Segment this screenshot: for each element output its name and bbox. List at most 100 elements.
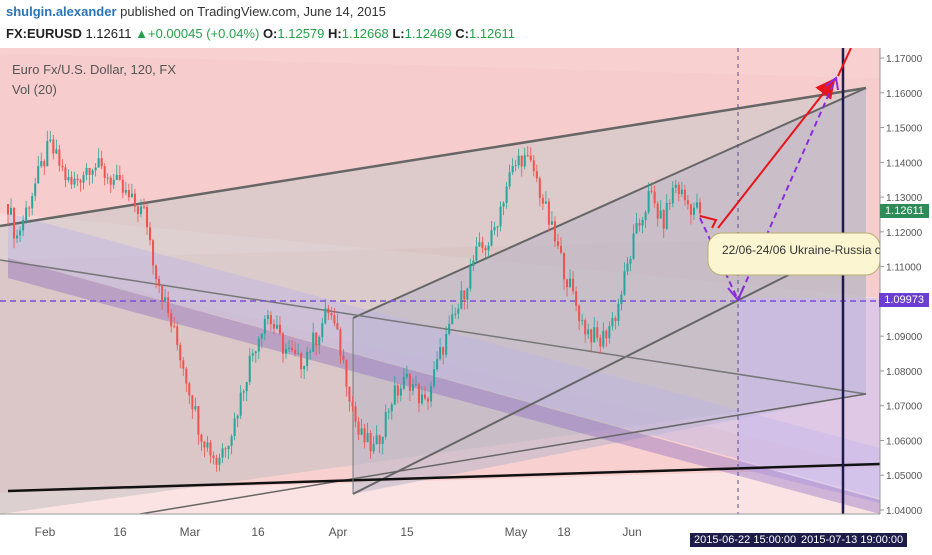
- time-tick-label: Jun: [622, 525, 641, 539]
- candle-body: [206, 442, 209, 448]
- time-tick-label: 15: [400, 525, 414, 539]
- candle-body: [109, 177, 112, 185]
- chart-area[interactable]: 22/06-24/06 Ukraine-Russia conf 1.17000 1…: [0, 47, 932, 550]
- candle-body: [623, 271, 626, 295]
- candle-body: [617, 303, 620, 321]
- candle-body: [106, 177, 109, 179]
- candle-body: [97, 158, 100, 168]
- candle-body: [563, 252, 566, 280]
- mid-trendline[interactable]: [0, 259, 867, 395]
- candle-body: [342, 355, 345, 360]
- candle-body: [52, 139, 55, 154]
- candle-body: [170, 313, 173, 327]
- candle-body: [142, 206, 145, 208]
- candle-body: [566, 279, 569, 288]
- close-label: C:: [455, 26, 469, 41]
- candle-body: [608, 326, 611, 339]
- candle-body: [541, 197, 544, 204]
- candle-body: [167, 297, 170, 314]
- candle-body: [632, 233, 635, 259]
- purple-projection-zone: [738, 298, 880, 503]
- candle-body: [64, 167, 67, 181]
- author-link[interactable]: shulgin.alexander: [6, 4, 117, 19]
- price-tick-label: 1.17000: [886, 54, 923, 65]
- chart-header: shulgin.alexander published on TradingVi…: [0, 0, 932, 48]
- candle-body: [73, 178, 76, 185]
- high-label: H:: [328, 26, 342, 41]
- candle-body: [689, 204, 692, 215]
- candle-body: [179, 344, 182, 361]
- candle-body: [257, 338, 260, 352]
- time-tick-label: Mar: [180, 525, 201, 539]
- candle-body: [321, 323, 324, 337]
- candle-body: [674, 184, 677, 188]
- candle-body: [611, 318, 614, 327]
- channel-bottom-line[interactable]: [352, 235, 867, 495]
- chart-canvas[interactable]: 22/06-24/06 Ukraine-Russia conf 1.17000 1…: [0, 47, 932, 550]
- price-tick-label: 1.15000: [886, 124, 923, 135]
- candle-body: [650, 190, 653, 192]
- date-badge-2: 2015-07-13 19:00:00: [797, 533, 908, 547]
- low-label: L:: [392, 26, 405, 41]
- candle-body: [152, 240, 155, 266]
- price-tick-label: 1.13000: [886, 193, 923, 204]
- candle-body: [680, 189, 683, 194]
- candle-body: [454, 313, 457, 315]
- candle-body: [659, 210, 662, 219]
- purple-dark-band: [8, 258, 880, 514]
- candle-body: [559, 245, 562, 253]
- candle-body: [88, 168, 91, 175]
- red-zigzag: [699, 215, 718, 229]
- volume-legend[interactable]: Vol (20): [12, 82, 57, 97]
- candle-body: [58, 149, 61, 166]
- candle-body: [10, 207, 13, 215]
- candle-body: [118, 174, 121, 180]
- candle-body: [529, 155, 532, 161]
- candle-body: [614, 318, 617, 321]
- open-value: 1.12579: [277, 26, 325, 41]
- support-line[interactable]: [7, 462, 881, 493]
- instrument-legend[interactable]: Euro Fx/U.S. Dollar, 120, FX: [12, 62, 177, 77]
- purple-diagonal-band: [8, 213, 880, 498]
- candle-body: [442, 347, 445, 355]
- candle-body: [288, 347, 291, 349]
- candle-body: [194, 406, 197, 410]
- candle-body: [351, 401, 354, 407]
- candle-body: [100, 158, 103, 167]
- candle-body: [294, 350, 297, 354]
- price-tick-label: 1.08000: [886, 367, 923, 378]
- candle-body: [269, 315, 272, 325]
- candle-body: [139, 206, 142, 215]
- purple-arrowhead-2: [825, 76, 839, 91]
- ohlc-line: FX:EURUSD 1.12611 ▲+0.00045 (+0.04%) O:1…: [6, 26, 515, 41]
- candle-body: [472, 260, 475, 267]
- candle-body: [121, 179, 124, 193]
- candle-body: [233, 418, 236, 437]
- candle-body: [602, 330, 605, 347]
- time-tick-label: May: [505, 525, 528, 539]
- candle-body: [590, 329, 593, 343]
- price-change: +0.00045 (+0.04%): [148, 26, 260, 41]
- candle-body: [448, 323, 451, 334]
- price-axis[interactable]: [880, 48, 932, 514]
- candle-body: [209, 442, 212, 456]
- time-tick-label: Feb: [35, 525, 56, 539]
- candle-body: [336, 323, 339, 330]
- candle-body: [112, 179, 115, 185]
- published-text: published on TradingView.com, June 14, 2…: [120, 4, 386, 19]
- candle-body: [37, 166, 40, 184]
- candle-body: [414, 384, 417, 386]
- lower-trendline[interactable]: [139, 393, 867, 515]
- candle-body: [55, 149, 58, 154]
- candle-body: [460, 290, 463, 309]
- price-tick-label: 1.06000: [886, 436, 923, 447]
- candle-body: [94, 167, 97, 171]
- candle-body: [653, 191, 656, 204]
- candle-body: [581, 320, 584, 322]
- channel-top-line[interactable]: [352, 87, 867, 319]
- candle-body: [254, 351, 257, 354]
- candle-body: [427, 398, 430, 402]
- candle-body: [136, 206, 139, 215]
- red-forecast-arrow[interactable]: [717, 77, 836, 229]
- candle-body: [433, 369, 436, 387]
